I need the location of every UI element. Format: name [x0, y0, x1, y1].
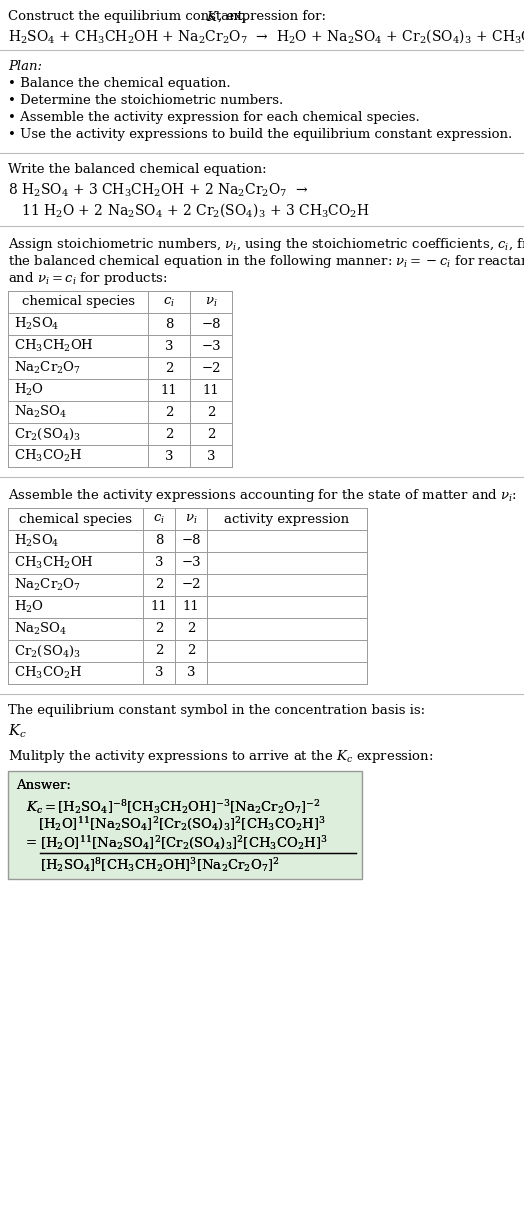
- Text: 3: 3: [165, 339, 173, 352]
- FancyBboxPatch shape: [8, 771, 362, 879]
- Text: $\mathregular{H_2O}$: $\mathregular{H_2O}$: [14, 599, 44, 615]
- Text: $\mathregular{CH_3CO_2H}$: $\mathregular{CH_3CO_2H}$: [14, 665, 82, 681]
- Text: 2: 2: [187, 622, 195, 636]
- Text: and $\nu_i = c_i$ for products:: and $\nu_i = c_i$ for products:: [8, 270, 168, 287]
- Text: $K_c$: $K_c$: [8, 723, 27, 740]
- Text: Answer:: Answer:: [16, 779, 71, 792]
- Text: −2: −2: [201, 362, 221, 374]
- Text: Construct the equilibrium constant,: Construct the equilibrium constant,: [8, 10, 251, 23]
- Text: −8: −8: [181, 534, 201, 547]
- Text: $\mathregular{CH_3CH_2OH}$: $\mathregular{CH_3CH_2OH}$: [14, 338, 94, 354]
- Text: $[\mathregular{H_2O}]^{11} [\mathregular{Na_2SO_4}]^{2} [\mathregular{Cr_2(SO_4): $[\mathregular{H_2O}]^{11} [\mathregular…: [38, 816, 325, 833]
- Text: The equilibrium constant symbol in the concentration basis is:: The equilibrium constant symbol in the c…: [8, 704, 425, 717]
- Text: Write the balanced chemical equation:: Write the balanced chemical equation:: [8, 163, 267, 176]
- Text: 8: 8: [165, 317, 173, 331]
- Text: 8 $\mathregular{H_2SO_4}$ + 3 $\mathregular{CH_3CH_2OH}$ + 2 $\mathregular{Na_2C: 8 $\mathregular{H_2SO_4}$ + 3 $\mathregu…: [8, 182, 309, 200]
- Text: 2: 2: [187, 644, 195, 658]
- Text: • Determine the stoichiometric numbers.: • Determine the stoichiometric numbers.: [8, 94, 283, 107]
- Text: Assemble the activity expressions accounting for the state of matter and $\nu_i$: Assemble the activity expressions accoun…: [8, 487, 517, 504]
- Text: =: =: [26, 837, 37, 849]
- Text: $\mathregular{Na_2Cr_2O_7}$: $\mathregular{Na_2Cr_2O_7}$: [14, 576, 81, 593]
- Text: $\mathregular{Na_2SO_4}$: $\mathregular{Na_2SO_4}$: [14, 621, 68, 637]
- Text: 11 $\mathregular{H_2O}$ + 2 $\mathregular{Na_2SO_4}$ + 2 $\mathregular{Cr_2(SO_4: 11 $\mathregular{H_2O}$ + 2 $\mathregula…: [8, 201, 370, 219]
- Text: 11: 11: [150, 601, 167, 614]
- Text: $[\mathregular{H_2O}]^{11} [\mathregular{Na_2SO_4}]^{2} [\mathregular{Cr_2(SO_4): $[\mathregular{H_2O}]^{11} [\mathregular…: [38, 816, 325, 833]
- Text: 2: 2: [165, 427, 173, 441]
- Text: $\mathregular{Cr_2(SO_4)_3}$: $\mathregular{Cr_2(SO_4)_3}$: [14, 643, 81, 659]
- Text: 11: 11: [203, 384, 220, 396]
- Text: $\mathregular{H_2SO_4}$ + $\mathregular{CH_3CH_2OH}$ + $\mathregular{Na_2Cr_2O_7: $\mathregular{H_2SO_4}$ + $\mathregular{…: [8, 27, 524, 45]
- Text: Plan:: Plan:: [8, 61, 42, 73]
- Text: −3: −3: [201, 339, 221, 352]
- Text: Mulitply the activity expressions to arrive at the $K_c$ expression:: Mulitply the activity expressions to arr…: [8, 748, 433, 765]
- Text: 3: 3: [187, 666, 195, 679]
- Text: $\mathregular{H_2O}$: $\mathregular{H_2O}$: [14, 381, 44, 398]
- Text: $\mathregular{Na_2SO_4}$: $\mathregular{Na_2SO_4}$: [14, 404, 68, 420]
- Text: 2: 2: [155, 644, 163, 658]
- Text: 2: 2: [155, 622, 163, 636]
- Text: 2: 2: [207, 427, 215, 441]
- Text: −2: −2: [181, 579, 201, 591]
- Text: 11: 11: [161, 384, 178, 396]
- Text: $c_i$: $c_i$: [153, 512, 165, 526]
- Text: chemical species: chemical species: [21, 295, 135, 309]
- Text: $[\mathregular{H_2SO_4}]^{8} [\mathregular{CH_3CH_2OH}]^{3} [\mathregular{Na_2Cr: $[\mathregular{H_2SO_4}]^{8} [\mathregul…: [40, 856, 280, 874]
- Text: 2: 2: [165, 406, 173, 419]
- Text: $\mathregular{CH_3CO_2H}$: $\mathregular{CH_3CO_2H}$: [14, 448, 82, 464]
- Text: 8: 8: [155, 534, 163, 547]
- Text: • Assemble the activity expression for each chemical species.: • Assemble the activity expression for e…: [8, 111, 420, 124]
- Text: −8: −8: [201, 317, 221, 331]
- Text: the balanced chemical equation in the following manner: $\nu_i = -c_i$ for react: the balanced chemical equation in the fo…: [8, 253, 524, 270]
- Text: 3: 3: [155, 557, 163, 569]
- Text: 11: 11: [183, 601, 199, 614]
- Text: Answer:: Answer:: [16, 779, 71, 792]
- Text: $[\mathregular{H_2SO_4}]^{8} [\mathregular{CH_3CH_2OH}]^{3} [\mathregular{Na_2Cr: $[\mathregular{H_2SO_4}]^{8} [\mathregul…: [40, 856, 280, 874]
- Text: Assign stoichiometric numbers, $\nu_i$, using the stoichiometric coefficients, $: Assign stoichiometric numbers, $\nu_i$, …: [8, 236, 524, 253]
- Text: $\mathregular{Na_2Cr_2O_7}$: $\mathregular{Na_2Cr_2O_7}$: [14, 360, 81, 377]
- Text: $[\mathregular{H_2O}]^{11} [\mathregular{Na_2SO_4}]^{2} [\mathregular{Cr_2(SO_4): $[\mathregular{H_2O}]^{11} [\mathregular…: [40, 836, 328, 853]
- Text: 2: 2: [155, 579, 163, 591]
- Text: 3: 3: [155, 666, 163, 679]
- Text: $K$: $K$: [206, 10, 219, 24]
- Text: activity expression: activity expression: [224, 512, 350, 526]
- Text: $K_c = [\mathregular{H_2SO_4}]^{-8} [\mathregular{CH_3CH_2OH}]^{-3} [\mathregula: $K_c = [\mathregular{H_2SO_4}]^{-8} [\ma…: [26, 798, 321, 816]
- Text: $\mathregular{Cr_2(SO_4)_3}$: $\mathregular{Cr_2(SO_4)_3}$: [14, 426, 81, 442]
- Text: 3: 3: [165, 449, 173, 463]
- Text: $\nu_i$: $\nu_i$: [205, 295, 217, 309]
- Text: 2: 2: [165, 362, 173, 374]
- Text: $[\mathregular{H_2O}]^{11} [\mathregular{Na_2SO_4}]^{2} [\mathregular{Cr_2(SO_4): $[\mathregular{H_2O}]^{11} [\mathregular…: [40, 836, 328, 853]
- Text: $c_i$: $c_i$: [163, 295, 175, 309]
- Text: 2: 2: [207, 406, 215, 419]
- Text: chemical species: chemical species: [19, 512, 132, 526]
- Text: $\nu_i$: $\nu_i$: [185, 512, 197, 526]
- Text: • Use the activity expressions to build the equilibrium constant expression.: • Use the activity expressions to build …: [8, 128, 512, 140]
- Text: $K_c = [\mathregular{H_2SO_4}]^{-8} [\mathregular{CH_3CH_2OH}]^{-3} [\mathregula: $K_c = [\mathregular{H_2SO_4}]^{-8} [\ma…: [26, 798, 321, 816]
- Text: 3: 3: [207, 449, 215, 463]
- Text: −3: −3: [181, 557, 201, 569]
- Text: $\mathregular{CH_3CH_2OH}$: $\mathregular{CH_3CH_2OH}$: [14, 555, 94, 572]
- Text: • Balance the chemical equation.: • Balance the chemical equation.: [8, 78, 231, 90]
- Text: =: =: [26, 837, 37, 849]
- Text: , expression for:: , expression for:: [218, 10, 326, 23]
- Text: $\mathregular{H_2SO_4}$: $\mathregular{H_2SO_4}$: [14, 533, 60, 549]
- Text: $\mathregular{H_2SO_4}$: $\mathregular{H_2SO_4}$: [14, 316, 60, 332]
